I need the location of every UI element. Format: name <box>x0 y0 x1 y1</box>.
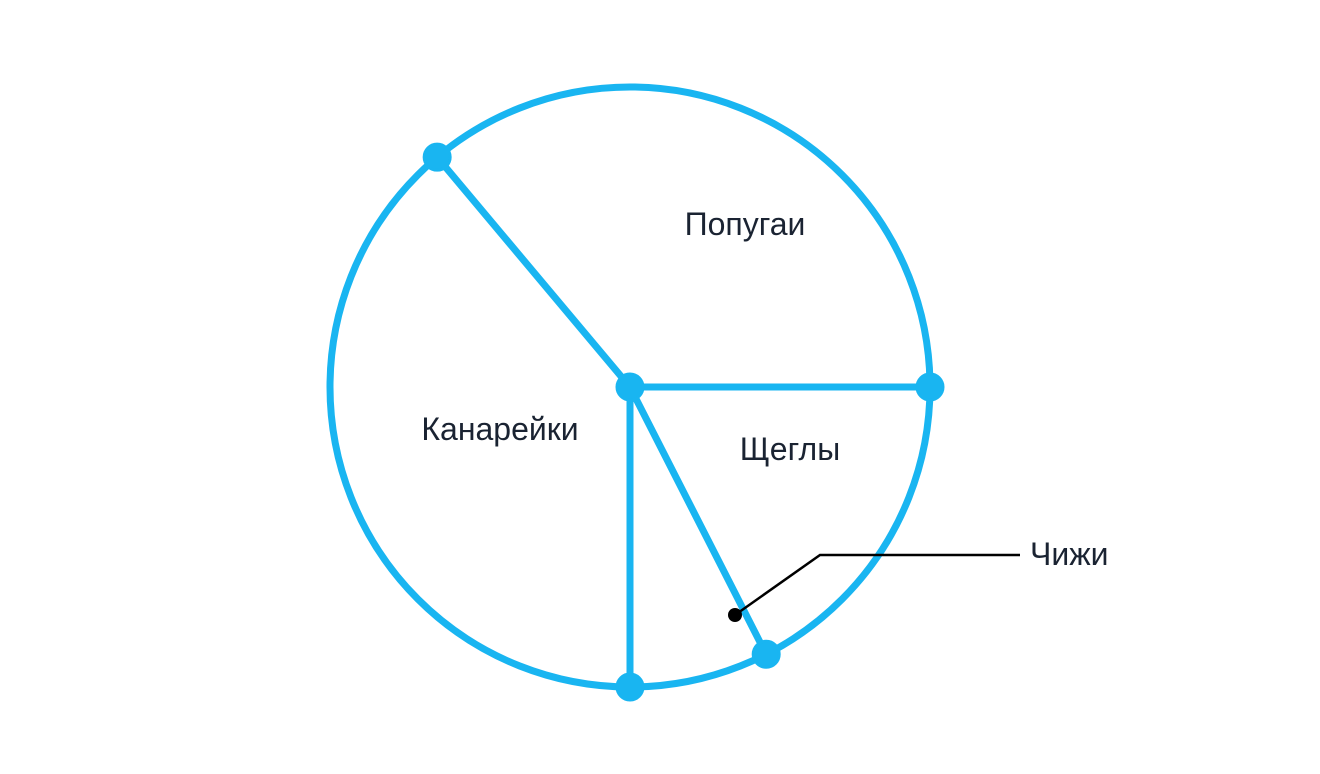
pie-chart: Попугаи Канарейки Щеглы Чижи <box>0 0 1320 774</box>
slice-label-goldfinches: Щеглы <box>740 431 840 467</box>
slice-label-canaries: Канарейки <box>421 411 578 447</box>
callout-dot <box>728 608 742 622</box>
callout: Чижи <box>728 536 1108 622</box>
callout-leader <box>735 555 1020 615</box>
slice-label-parrots: Попугаи <box>685 206 806 242</box>
callout-label-siskins: Чижи <box>1030 536 1108 572</box>
